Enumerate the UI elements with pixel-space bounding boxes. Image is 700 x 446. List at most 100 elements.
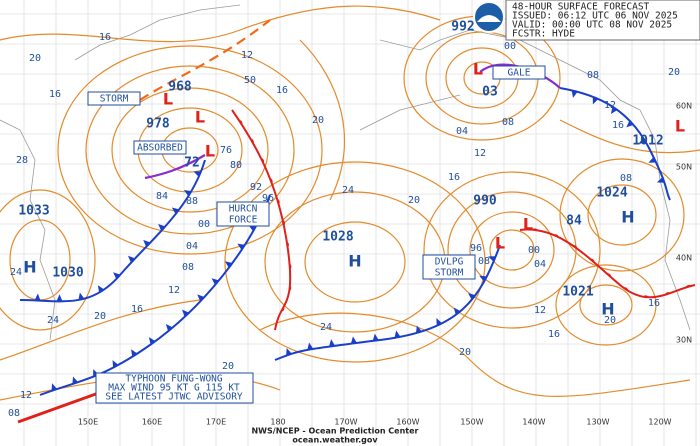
- isobar: [57, 45, 323, 255]
- front-symbol: [415, 325, 422, 334]
- central-pressure: 1030: [52, 266, 83, 281]
- front-symbol: [112, 360, 119, 368]
- front-symbol: [238, 119, 243, 125]
- center-symbol: L: [473, 60, 483, 79]
- front-symbol: [250, 138, 254, 144]
- isobar-label: 20: [29, 53, 41, 64]
- front-symbol: [286, 348, 292, 356]
- longitude-label: 150W: [460, 418, 483, 427]
- longitude-label: 160W: [396, 418, 419, 427]
- isobar-label: 12: [534, 305, 546, 316]
- central-pressure: 978: [146, 117, 170, 132]
- front-symbol: [488, 256, 496, 262]
- front-symbol: [436, 318, 443, 326]
- isobar-label: 16: [612, 120, 624, 131]
- isobar: [0, 5, 441, 43]
- central-pressure: 1028: [322, 230, 353, 245]
- isobar-label: 08: [478, 256, 490, 267]
- central-pressure: 1024: [596, 186, 627, 201]
- warning-label: HURCN: [229, 204, 258, 215]
- central-pressure: 03: [482, 85, 498, 100]
- front-symbol: [626, 120, 634, 128]
- isobar-label: 12: [604, 100, 616, 111]
- central-pressure: 968: [168, 80, 192, 95]
- warning-label: FORCE: [229, 215, 258, 226]
- center-symbol: L: [675, 117, 685, 136]
- warning-frame: [422, 254, 476, 280]
- header-box: 48-HOUR SURFACE FORECAST ISSUED: 06:12 U…: [473, 0, 700, 41]
- front-symbol: [289, 263, 292, 270]
- front-symbol: [350, 336, 357, 344]
- isobar-label: 28: [16, 155, 28, 166]
- front-symbol: [78, 292, 85, 300]
- front-symbol: [571, 90, 578, 98]
- header-frame: [505, 0, 700, 41]
- front-symbol: [664, 292, 671, 295]
- front-symbol: [148, 337, 156, 345]
- footer-center: NWS/NCEP - Ocean Prediction Center: [251, 427, 418, 436]
- isobars: [0, 5, 700, 401]
- header-forecaster: FCSTR: HYDE: [512, 29, 575, 40]
- warm-front: [519, 228, 696, 299]
- center-symbol: L: [163, 90, 173, 109]
- front-symbol: [479, 275, 487, 282]
- central-pressure: 1021: [562, 285, 593, 300]
- header-title: 48-HOUR SURFACE FORECAST: [512, 2, 650, 13]
- isobar: [587, 184, 657, 246]
- front-symbol: [656, 177, 665, 183]
- isobar-label: 20: [312, 115, 324, 126]
- isobar: [111, 87, 269, 213]
- isobar-label: 08: [182, 262, 194, 273]
- front-symbol: [623, 287, 629, 291]
- isobar: [489, 229, 535, 271]
- isobar: [447, 191, 577, 309]
- longitude-label: 130W: [586, 418, 609, 427]
- center-symbol: L: [195, 108, 205, 127]
- isobar: [423, 171, 601, 329]
- typhoon-frame: [95, 372, 254, 404]
- isobar-label: 20: [408, 195, 420, 206]
- front-symbol: [589, 258, 595, 263]
- center-symbol: H: [23, 258, 36, 277]
- front-symbol: [211, 278, 219, 285]
- isobar-label: 96: [262, 193, 274, 204]
- front-symbol: [553, 234, 559, 238]
- front-symbol: [638, 137, 647, 144]
- front-symbol: [282, 220, 286, 226]
- isobar-label: 00: [504, 41, 516, 52]
- latitude-label: 60N: [676, 102, 692, 111]
- isobar-label: 12: [241, 50, 253, 61]
- front-symbol: [72, 376, 79, 385]
- longitude-label: 180: [270, 418, 285, 427]
- isobar-label: 20: [604, 315, 616, 326]
- central-pressure: 992: [451, 20, 474, 35]
- latitude-label: 30N: [676, 336, 692, 345]
- header-valid: VALID: 00:00 UTC 08 NOV 2025: [512, 20, 672, 31]
- isobar: [559, 158, 685, 272]
- typhoon-line: MAX WIND 95 KT G 115 KT: [108, 383, 240, 394]
- coastline: [359, 94, 461, 131]
- isobar: [555, 264, 657, 346]
- labels: 150E 160E 170E 180 170W 160W 150W 140W 130W 120W 6…: [8, 20, 692, 427]
- isobar-label: 96: [470, 243, 482, 254]
- front-symbol: [286, 241, 289, 248]
- warning-label: STORM: [435, 268, 464, 279]
- center-symbol: H: [601, 300, 614, 319]
- longitude-label: 170E: [206, 418, 226, 427]
- warning-label: DVLPG: [435, 257, 464, 268]
- longitude-label: 140W: [522, 418, 545, 427]
- coastline: [0, 119, 56, 341]
- center-symbol: L: [205, 142, 215, 161]
- front-symbol: [610, 106, 618, 115]
- header-issued: ISSUED: 06:12 UTC 06 NOV 2025: [512, 11, 678, 22]
- front-symbol: [34, 293, 41, 301]
- front-symbol: [183, 190, 192, 197]
- longitude-label: 150E: [78, 418, 98, 427]
- warning-label: STORM: [100, 94, 129, 105]
- front-symbol: [606, 273, 612, 278]
- isobar-label: 24: [342, 185, 354, 196]
- typhoon-box: TYPHOON FUNG-WONG MAX WIND 95 KT G 115 K…: [95, 372, 254, 404]
- isobar-label: 16: [276, 85, 288, 96]
- occluded-front: [144, 154, 206, 180]
